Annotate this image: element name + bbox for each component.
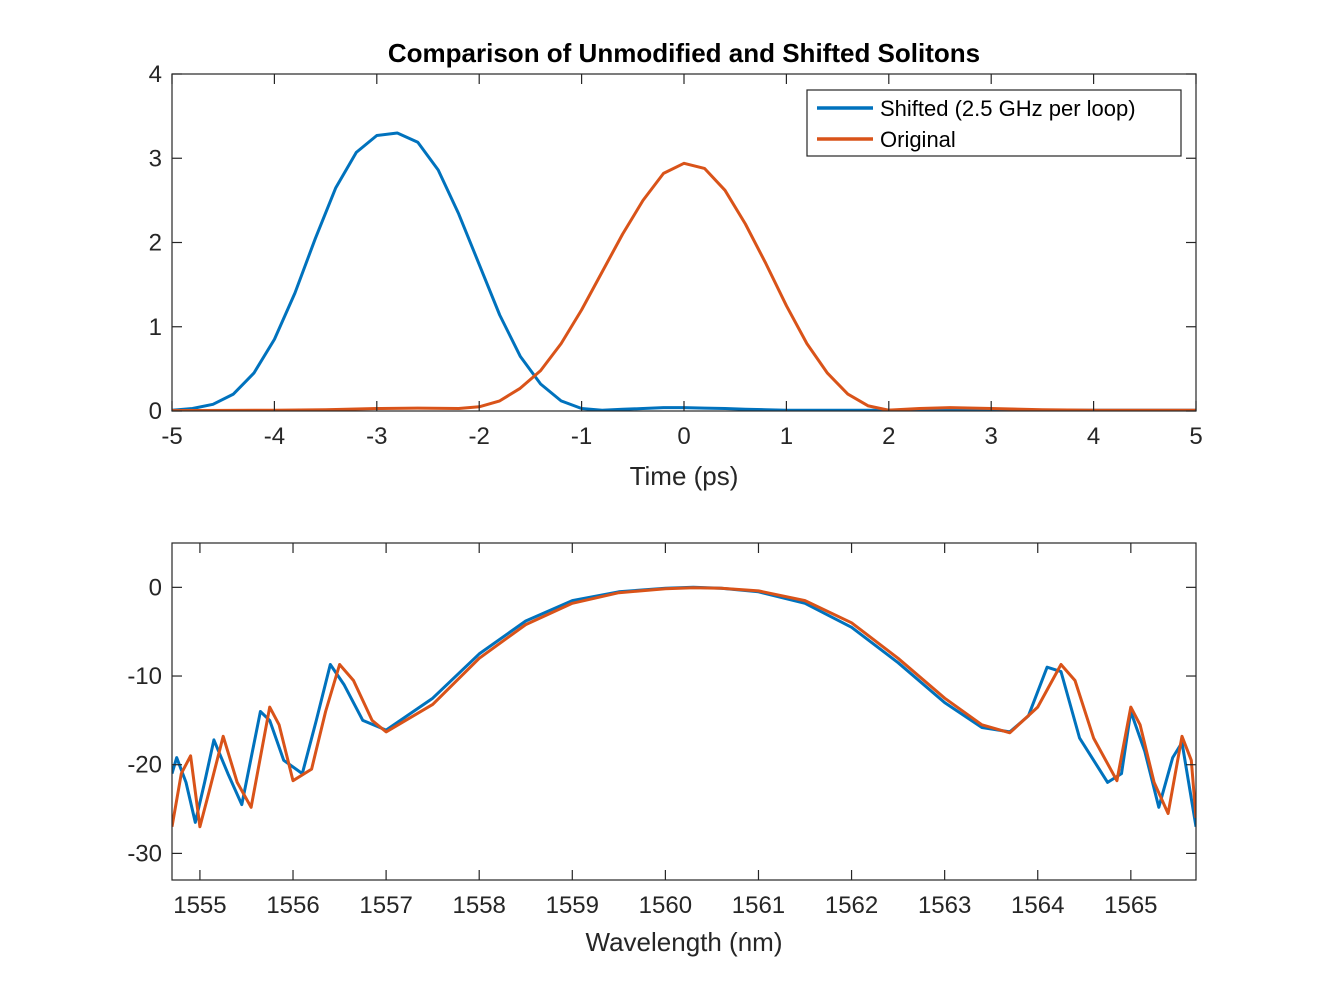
- bottom-axes-box: [171, 542, 1197, 881]
- x-tick-label: 0: [677, 423, 690, 450]
- bottom-series-line-original: [172, 586, 1196, 829]
- x-tick-label: 1559: [546, 892, 599, 919]
- top-series-line-original: [172, 161, 1196, 411]
- x-tick-label: 5: [1189, 423, 1202, 450]
- x-tick-label: 1564: [1011, 892, 1064, 919]
- chart-title: Comparison of Unmodified and Shifted Sol…: [388, 38, 980, 68]
- x-tick-label: 2: [882, 423, 895, 450]
- y-tick-label: -10: [127, 663, 162, 690]
- y-tick-label: 3: [149, 145, 162, 172]
- x-tick-label: 1556: [266, 892, 319, 919]
- y-tick-label: 4: [149, 61, 162, 88]
- bottom-x-axis-label: Wavelength (nm): [586, 927, 783, 957]
- x-tick-label: 1557: [359, 892, 412, 919]
- top-series-line-shifted: [172, 131, 1196, 411]
- legend-entry-label: Shifted (2.5 GHz per loop): [880, 96, 1136, 121]
- x-tick-label: 1563: [918, 892, 971, 919]
- y-tick-label: 1: [149, 314, 162, 341]
- x-tick-label: 1565: [1104, 892, 1157, 919]
- y-tick-label: -20: [127, 752, 162, 779]
- x-tick-label: -4: [264, 423, 285, 450]
- legend: Shifted (2.5 GHz per loop) Original: [806, 89, 1182, 157]
- y-tick-label: 0: [149, 574, 162, 601]
- x-tick-label: 1561: [732, 892, 785, 919]
- x-tick-label: 1562: [825, 892, 878, 919]
- top-x-axis-label: Time (ps): [630, 461, 739, 491]
- x-tick-label: 1558: [453, 892, 506, 919]
- x-tick-label: 3: [985, 423, 998, 450]
- y-tick-label: 2: [149, 230, 162, 257]
- x-tick-label: 4: [1087, 423, 1100, 450]
- legend-box: [806, 89, 1182, 157]
- x-tick-label: -3: [366, 423, 387, 450]
- x-tick-label: -1: [571, 423, 592, 450]
- x-tick-label: 1555: [173, 892, 226, 919]
- y-tick-label: -30: [127, 840, 162, 867]
- top-axes: -5 -4 -3 -2 -1 0 1 2 3 4 5 0 1 2 3 4: [149, 61, 1203, 450]
- x-tick-label: 1: [780, 423, 793, 450]
- bottom-axes: 1555 1556 1557 1558 1559 1560 1561 1562 1563 1564…: [127, 542, 1197, 919]
- x-tick-label: 1560: [639, 892, 692, 919]
- legend-entry-label: Original: [880, 127, 956, 152]
- x-tick-label: -5: [161, 423, 182, 450]
- y-tick-label: 0: [149, 398, 162, 425]
- x-tick-label: -2: [469, 423, 490, 450]
